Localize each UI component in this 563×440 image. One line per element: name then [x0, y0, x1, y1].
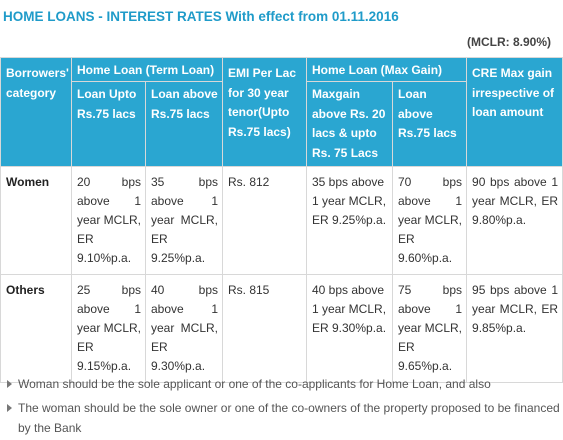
cell-others-term-above: 40 bps above 1 year MCLR, ER 9.30%p.a. [145, 274, 223, 383]
header-borrowers-category: Borrowers' category [0, 57, 72, 167]
mclr-label: (MCLR: 8.90%) [466, 35, 551, 49]
note-text: Woman should be the sole applicant or on… [18, 377, 491, 391]
header-term-loan-upto-75: Loan Upto Rs.75 lacs [71, 81, 146, 167]
cell-others-maxgain-range: 40 bps above 1 year MCLR, ER 9.30%p.a. [306, 274, 393, 383]
header-maxgain-above-75: Loan above Rs.75 lacs [391, 81, 468, 167]
row-category-others: Others [0, 274, 72, 383]
cell-others-term-upto: 25 bps above 1 year MCLR, ER 9.15%p.a. [71, 274, 146, 383]
cell-women-cre: 90 bps above 1 year MCLR, ER 9.80%p.a. [466, 166, 563, 275]
table-subheader-row: Loan Upto Rs.75 lacs Loan above Rs.75 la… [1, 81, 563, 167]
header-home-loan-max-gain: Home Loan (Max Gain) [305, 57, 468, 82]
note-item: The woman should be the sole owner or on… [2, 398, 562, 438]
cell-women-maxgain-range: 35 bps above 1 year MCLR, ER 9.25%p.a. [306, 166, 393, 275]
table-row-others: Others 25 bps above 1 year MCLR, ER 9.15… [0, 274, 563, 383]
cell-women-emi: Rs. 812 [222, 166, 307, 275]
note-item: Woman should be the sole applicant or on… [2, 374, 562, 394]
note-text: The woman should be the sole owner or on… [18, 401, 560, 435]
cell-women-term-upto: 20 bps above 1 year MCLR, ER 9.10%p.a. [71, 166, 146, 275]
triangle-right-icon [7, 404, 12, 412]
cell-others-cre: 95 bps above 1 year MCLR, ER 9.85%p.a. [466, 274, 563, 383]
header-maxgain-20-to-75: Maxgain above Rs. 20 lacs & upto Rs. 75 … [306, 81, 393, 167]
page-title: HOME LOANS - INTEREST RATES With effect … [3, 9, 399, 24]
cell-women-maxgain-above: 70 bps above 1 year MCLR, ER 9.60%p.a. [391, 166, 468, 275]
eligibility-notes: Woman should be the sole applicant or on… [2, 374, 562, 438]
triangle-right-icon [7, 380, 12, 388]
header-emi-per-lac: EMI Per Lac for 30 year tenor(Upto Rs.75… [222, 57, 307, 167]
row-category-women: Women [0, 166, 72, 275]
header-term-loan-above-75: Loan above Rs.75 lacs [145, 81, 223, 167]
cell-others-maxgain-above: 75 bps above 1 year MCLR, ER 9.65%p.a. [391, 274, 468, 383]
header-home-loan-term: Home Loan (Term Loan) [71, 57, 223, 82]
interest-rates-table: Borrowers' category Home Loan (Term Loan… [0, 57, 563, 383]
table-row-women: Women 20 bps above 1 year MCLR, ER 9.10%… [0, 166, 563, 275]
cell-women-term-above: 35 bps above 1 year MCLR, ER 9.25%p.a. [145, 166, 223, 275]
table-header-row: Borrowers' category Home Loan (Term Loan… [0, 57, 563, 167]
cell-others-emi: Rs. 815 [222, 274, 307, 383]
header-cre-max-gain: CRE Max gain irrespective of loan amount [466, 57, 563, 167]
